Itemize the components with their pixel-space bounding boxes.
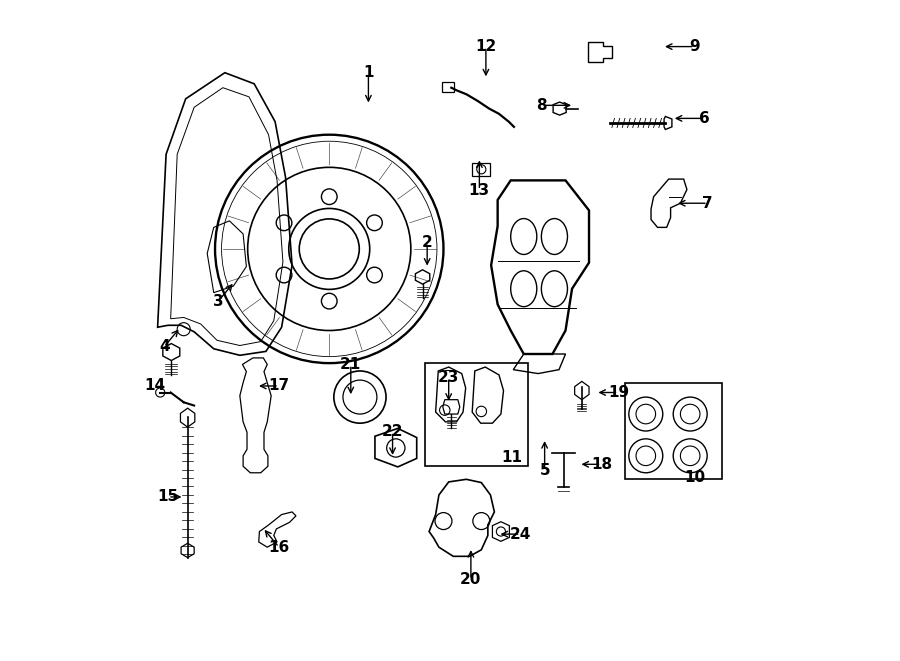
Text: 11: 11 (501, 450, 523, 465)
Text: 6: 6 (699, 111, 710, 126)
Bar (472, 163, 490, 176)
Text: 17: 17 (268, 379, 290, 393)
Text: 23: 23 (438, 370, 459, 385)
Text: 5: 5 (539, 463, 550, 479)
Text: 15: 15 (158, 489, 178, 504)
Text: 18: 18 (591, 457, 612, 472)
Bar (442, 83, 454, 93)
Text: 10: 10 (684, 470, 706, 485)
Text: 2: 2 (422, 235, 433, 250)
Text: 22: 22 (382, 424, 403, 439)
Text: 12: 12 (475, 39, 497, 54)
Text: 1: 1 (364, 65, 374, 80)
Text: 19: 19 (608, 385, 629, 400)
Text: 4: 4 (158, 339, 169, 354)
Text: 9: 9 (689, 39, 700, 54)
Text: 24: 24 (509, 527, 531, 541)
Text: 16: 16 (268, 539, 290, 555)
Text: 8: 8 (536, 98, 546, 113)
Text: 21: 21 (340, 357, 362, 372)
Text: 20: 20 (460, 572, 482, 588)
Text: 13: 13 (469, 182, 490, 198)
Bar (425, 363, 528, 466)
Text: 14: 14 (144, 379, 166, 393)
Text: 7: 7 (703, 196, 713, 211)
Text: 3: 3 (213, 293, 223, 309)
Bar (625, 383, 722, 479)
